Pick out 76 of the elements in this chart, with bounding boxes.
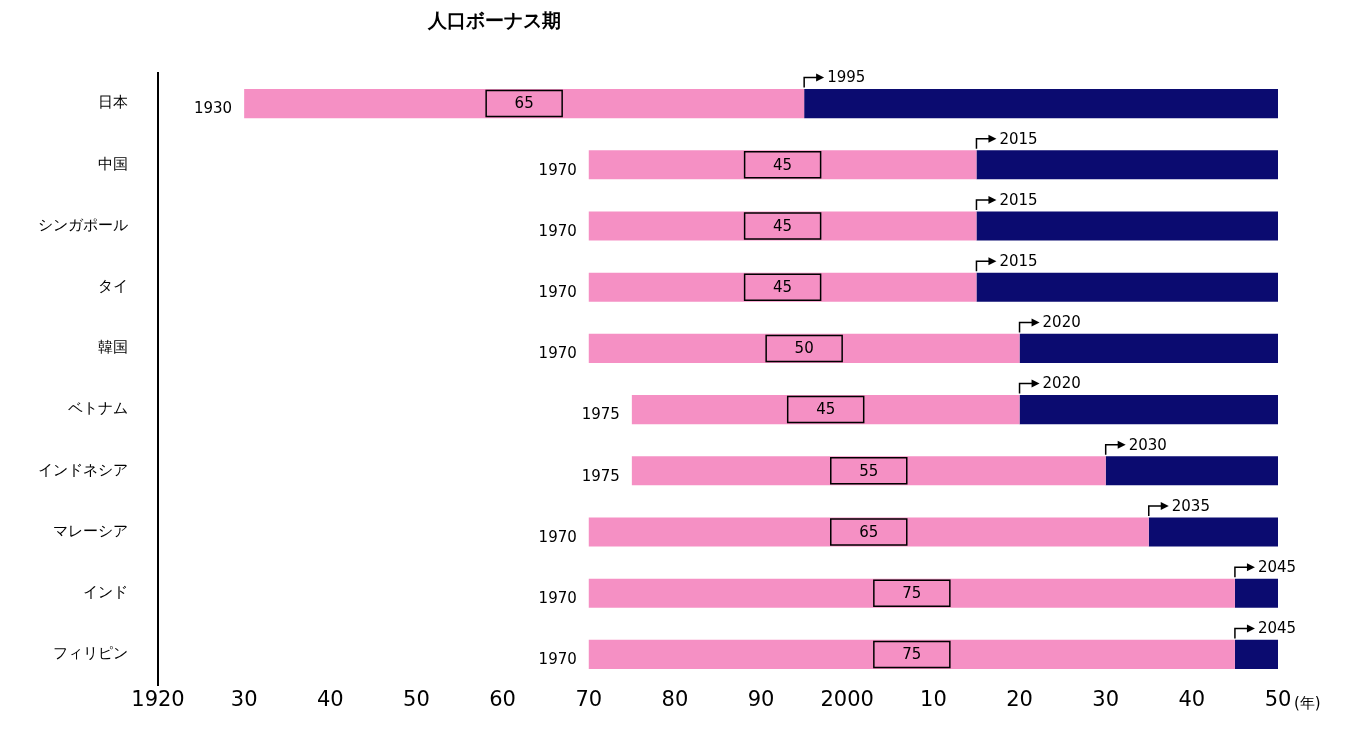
y-tick-label: タイ (98, 277, 128, 296)
annotation: 1975 (581, 466, 620, 485)
bar (588, 272, 977, 302)
y-tick-label: マレーシア (53, 521, 128, 540)
data-label: 45 (773, 155, 793, 174)
bar (976, 150, 1278, 180)
annotation: 2045 (1257, 619, 1297, 638)
annotation: 1930 (193, 99, 233, 118)
annotation: 2015 (999, 129, 1038, 148)
data-label: 65 (514, 94, 534, 113)
bar (804, 89, 1278, 119)
annotation: 1995 (827, 68, 866, 87)
y-tick-label: シンガポール (38, 215, 128, 234)
bar (588, 211, 977, 241)
x-tick-label: 50 (403, 687, 430, 712)
annotation: 2020 (1042, 374, 1081, 393)
data-label: 45 (773, 216, 793, 235)
annotation: 1970 (538, 650, 577, 669)
annotation: 1975 (581, 405, 620, 424)
bar (976, 272, 1278, 302)
y-tick-label: 中国 (98, 154, 128, 173)
bar (588, 333, 1020, 363)
x-tick-label: 90 (747, 687, 775, 712)
bar (1234, 639, 1278, 669)
x-axis-title: (年) (1294, 694, 1321, 713)
x-tick-label: 20 (1006, 687, 1033, 712)
bar (631, 456, 1106, 486)
bar (1148, 517, 1278, 547)
bar (588, 639, 1235, 669)
data-label: 75 (902, 584, 922, 603)
annotation: 1970 (538, 344, 577, 363)
annotation: 1970 (538, 283, 577, 302)
annotation: 2015 (999, 190, 1038, 209)
x-tick-label: 1920 (131, 687, 185, 712)
y-tick-label: インドネシア (38, 460, 128, 479)
x-tick-label: 70 (575, 687, 603, 712)
x-tick-label: 30 (230, 687, 258, 712)
bar (976, 211, 1278, 241)
data-label: 50 (794, 339, 814, 358)
bar (1105, 456, 1278, 486)
annotation: 1970 (538, 589, 577, 608)
annotation: 2030 (1128, 435, 1167, 454)
data-label: 55 (859, 461, 879, 480)
bar (588, 150, 977, 180)
data-label: 65 (859, 522, 879, 541)
annotation: 2015 (999, 252, 1038, 271)
bar (631, 395, 1020, 425)
chart-title: 人口ボーナス期 (428, 8, 562, 33)
annotation: 2045 (1257, 558, 1297, 577)
x-tick-label: 10 (920, 687, 947, 712)
annotation: 2035 (1171, 496, 1210, 515)
x-tick-label: 2000 (820, 687, 874, 712)
data-label: 75 (902, 645, 922, 664)
bar (588, 578, 1235, 608)
x-tick-label: 40 (316, 687, 344, 712)
bar (1019, 395, 1278, 425)
x-tick-label: 30 (1092, 687, 1120, 712)
y-tick-label: 日本 (98, 93, 128, 112)
bar (244, 89, 805, 119)
y-tick-label: インド (83, 583, 128, 602)
x-tick-label: 40 (1178, 687, 1206, 712)
y-tick-label: フィリピン (53, 644, 128, 663)
data-label: 45 (816, 400, 836, 419)
y-tick-label: 韓国 (98, 338, 128, 357)
data-label: 45 (773, 278, 793, 297)
annotation: 1970 (538, 527, 577, 546)
annotation: 1970 (538, 160, 577, 179)
x-tick-label: 60 (489, 687, 516, 712)
x-tick-label: 50 (1264, 687, 1292, 712)
x-tick-label: 80 (661, 687, 689, 712)
annotation: 2020 (1042, 313, 1081, 332)
y-tick-label: ベトナム (68, 399, 128, 418)
bar (588, 517, 1149, 547)
annotation: 1970 (538, 221, 577, 240)
bar (1234, 578, 1278, 608)
bar (1019, 333, 1278, 363)
